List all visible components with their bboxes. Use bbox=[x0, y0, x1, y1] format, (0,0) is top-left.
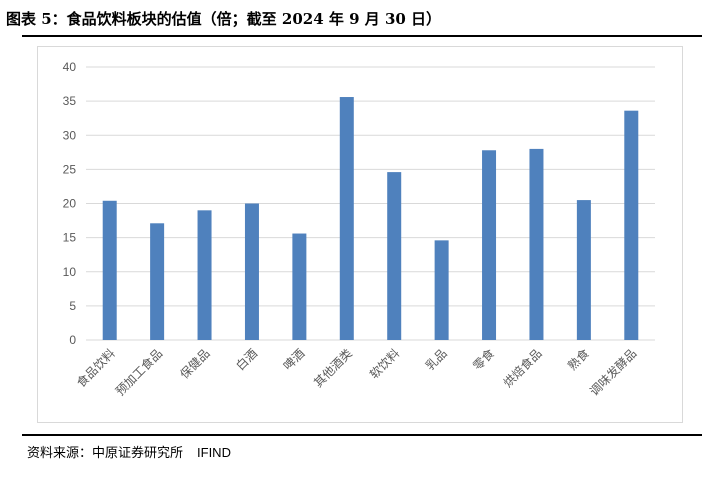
y-tick-label: 10 bbox=[63, 265, 77, 279]
y-tick-label: 15 bbox=[63, 231, 77, 245]
bottom-rule bbox=[22, 434, 702, 436]
x-tick-label: 软饮料 bbox=[367, 346, 402, 381]
x-tick-label: 熟食 bbox=[564, 346, 592, 374]
bar bbox=[150, 223, 165, 340]
bar bbox=[244, 203, 259, 340]
bar bbox=[624, 110, 639, 341]
x-tick-label: 乳品 bbox=[423, 346, 450, 373]
source-note: 资料来源：中原证券研究所 IFIND bbox=[27, 442, 231, 461]
y-tick-label: 20 bbox=[63, 197, 77, 211]
y-axis-ticks: 0 5 10 15 20 25 30 35 40 bbox=[63, 60, 77, 347]
x-tick-label: 预加工食品 bbox=[112, 346, 165, 399]
x-tick-label: 烘焙食品 bbox=[500, 346, 545, 391]
bar bbox=[339, 97, 354, 340]
bar bbox=[292, 233, 307, 340]
bar bbox=[387, 172, 402, 340]
y-tick-label: 30 bbox=[63, 128, 77, 142]
y-tick-label: 25 bbox=[63, 162, 77, 176]
x-tick-label: 啤酒 bbox=[280, 346, 308, 374]
x-tick-label: 零食 bbox=[470, 346, 498, 374]
x-tick-label: 白酒 bbox=[232, 346, 260, 374]
y-tick-label: 40 bbox=[63, 60, 77, 74]
source-tool: IFIND bbox=[197, 445, 231, 460]
bar bbox=[576, 200, 591, 340]
y-tick-label: 5 bbox=[69, 299, 76, 313]
bars bbox=[102, 97, 639, 341]
x-tick-label: 调味发酵品 bbox=[586, 346, 639, 399]
bar bbox=[482, 150, 497, 340]
x-tick-label: 保健品 bbox=[177, 346, 212, 381]
y-tick-label: 35 bbox=[63, 94, 77, 108]
source-label: 资料来源：中原证券研究所 bbox=[27, 446, 184, 461]
x-tick-label: 其他酒类 bbox=[311, 346, 355, 390]
y-tick-label: 0 bbox=[69, 333, 76, 347]
bar bbox=[102, 200, 117, 340]
top-rule bbox=[22, 35, 702, 37]
chart-frame bbox=[37, 46, 683, 423]
bar bbox=[434, 240, 449, 340]
bar bbox=[529, 148, 544, 340]
gridlines bbox=[86, 66, 655, 341]
bar bbox=[197, 210, 212, 340]
x-tick-label: 食品饮料 bbox=[73, 346, 118, 391]
figure-title: 图表 5：食品饮料板块的估值（倍；截至 2024 年 9 月 30 日） bbox=[6, 10, 442, 28]
